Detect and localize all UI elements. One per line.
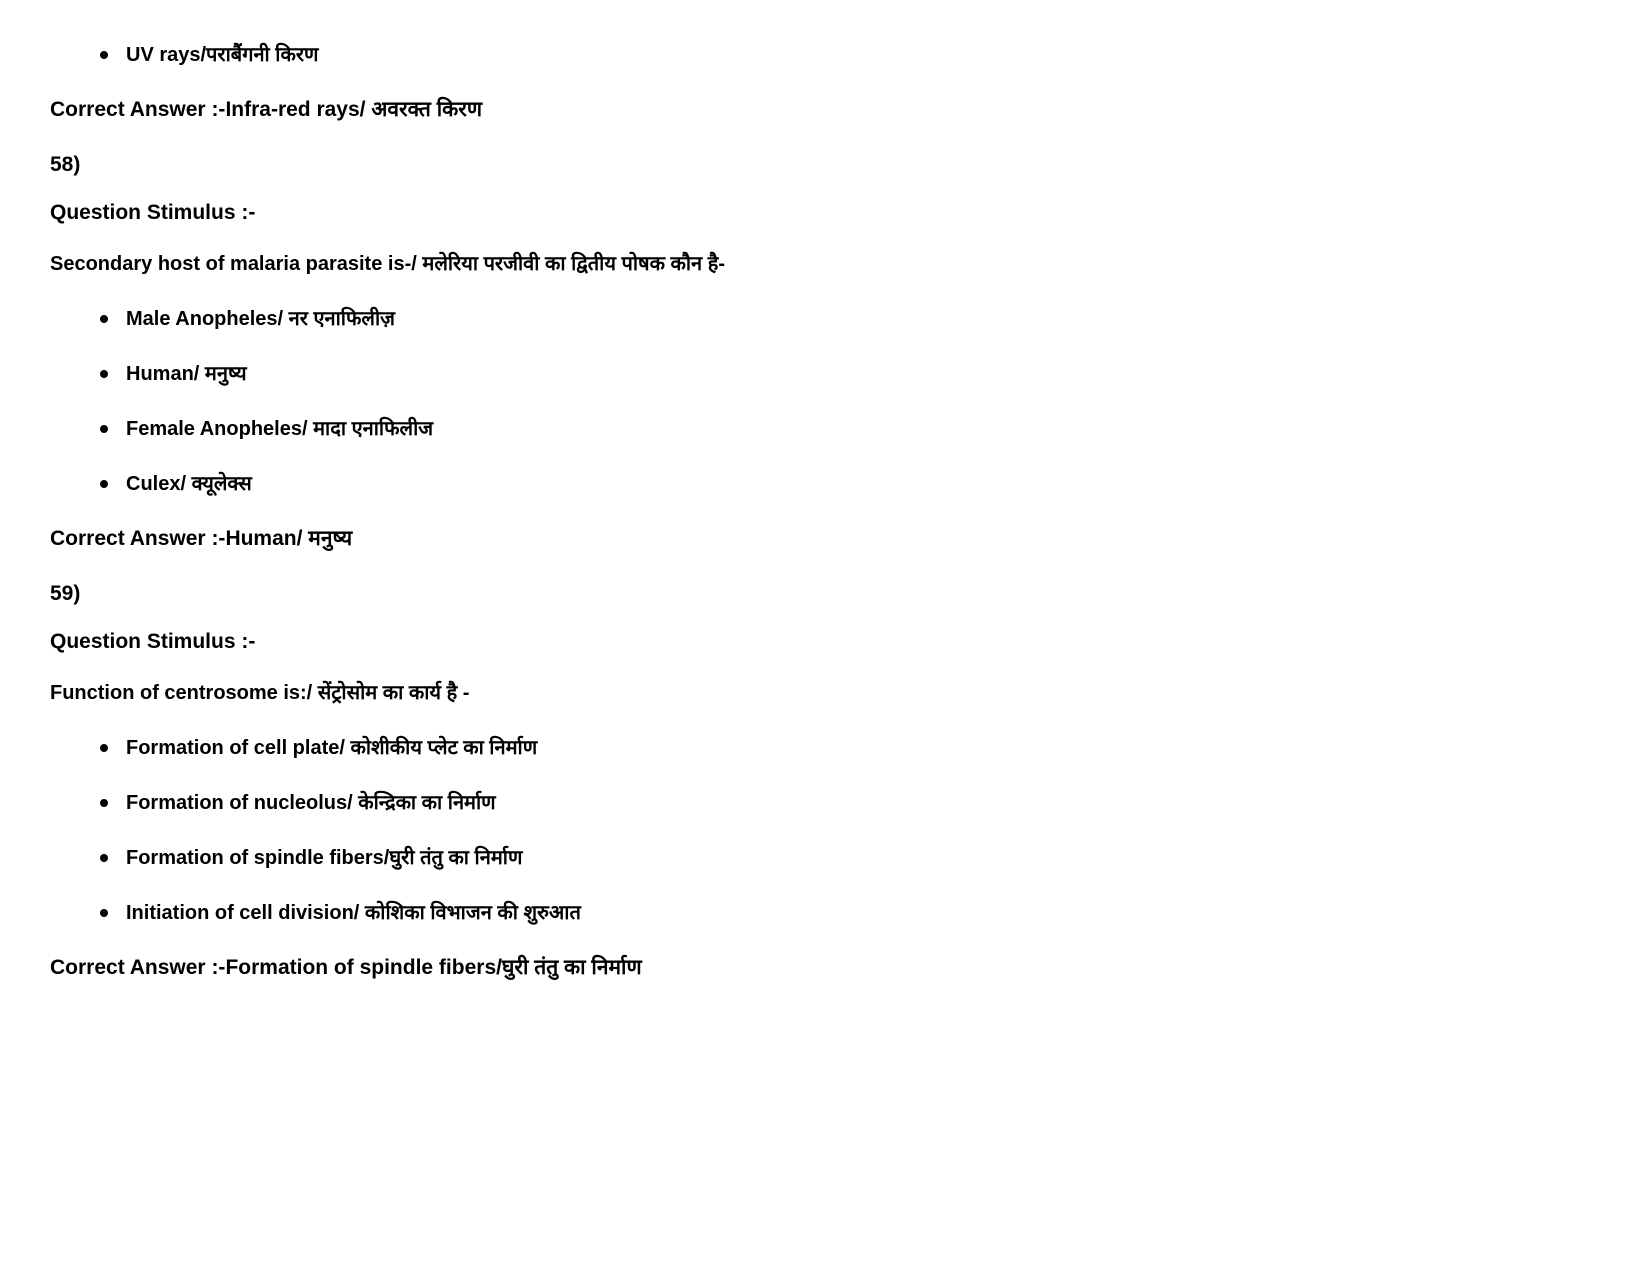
q58-correct-answer: Correct Answer :-Human/ मनुष्य [50,524,1601,552]
correct-answer-label: Correct Answer :- [50,527,225,550]
option-text: Human/ मनुष्य [126,359,247,386]
bullet-icon [100,480,108,488]
q59-number: 59) [50,582,1601,606]
q59-option-2: Formation of nucleolus/ केन्द्रिका का नि… [100,788,1601,815]
option-text: Formation of spindle fibers/घुरी तंतु का… [126,843,522,870]
q59-options: Formation of cell plate/ कोशीकीय प्लेट क… [50,733,1601,925]
correct-answer-label: Correct Answer :- [50,956,225,979]
correct-answer-label: Correct Answer :- [50,98,225,121]
q58-stimulus-label: Question Stimulus :- [50,201,1601,225]
bullet-icon [100,744,108,752]
option-text: Formation of cell plate/ कोशीकीय प्लेट क… [126,733,537,760]
q57-options-tail: UV rays/पराबैंगनी किरण [50,40,1601,67]
bullet-icon [100,315,108,323]
option-text: UV rays/पराबैंगनी किरण [126,40,318,67]
option-text: Female Anopheles/ मादा एनाफिलीज [126,414,433,441]
q58-option-4: Culex/ क्यूलेक्स [100,469,1601,496]
correct-answer-text: Human/ मनुष्य [225,527,352,550]
q58-number: 58) [50,153,1601,177]
bullet-icon [100,51,108,59]
q57-correct-answer: Correct Answer :-Infra-red rays/ अवरक्त … [50,95,1601,123]
q59-option-1: Formation of cell plate/ कोशीकीय प्लेट क… [100,733,1601,760]
option-text: Male Anopheles/ नर एनाफिलीज़ [126,304,395,331]
option-text: Initiation of cell division/ कोशिका विभा… [126,898,581,925]
q59-correct-answer: Correct Answer :-Formation of spindle fi… [50,953,1601,981]
q58-question-text: Secondary host of malaria parasite is-/ … [50,249,1601,276]
q59-stimulus-label: Question Stimulus :- [50,630,1601,654]
bullet-icon [100,854,108,862]
correct-answer-text: Formation of spindle fibers/घुरी तंतु का… [225,956,641,979]
q57-option-last: UV rays/पराबैंगनी किरण [100,40,1601,67]
bullet-icon [100,799,108,807]
bullet-icon [100,909,108,917]
q59-question-text: Function of centrosome is:/ सेंट्रोसोम क… [50,678,1601,705]
q58-options: Male Anopheles/ नर एनाफिलीज़ Human/ मनुष… [50,304,1601,496]
q58-option-1: Male Anopheles/ नर एनाफिलीज़ [100,304,1601,331]
correct-answer-text: Infra-red rays/ अवरक्त किरण [225,98,482,121]
bullet-icon [100,370,108,378]
q59-option-3: Formation of spindle fibers/घुरी तंतु का… [100,843,1601,870]
q58-option-3: Female Anopheles/ मादा एनाफिलीज [100,414,1601,441]
option-text: Culex/ क्यूलेक्स [126,469,252,496]
q59-option-4: Initiation of cell division/ कोशिका विभा… [100,898,1601,925]
option-text: Formation of nucleolus/ केन्द्रिका का नि… [126,788,496,815]
q58-option-2: Human/ मनुष्य [100,359,1601,386]
bullet-icon [100,425,108,433]
